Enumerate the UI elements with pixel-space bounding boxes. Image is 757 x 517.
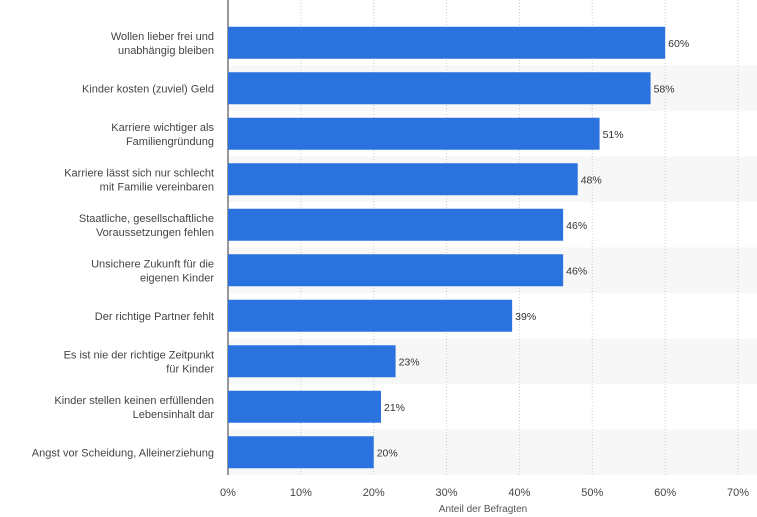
x-tick-label: 0%: [220, 487, 236, 499]
category-label: Staatliche, gesellschaftliche: [79, 213, 214, 225]
bar[interactable]: [228, 117, 600, 150]
bar[interactable]: [228, 254, 564, 287]
category-label: Kinder stellen keinen erfüllenden: [54, 395, 214, 407]
category-label: Karriere lässt sich nur schlecht: [64, 167, 214, 179]
bar[interactable]: [228, 299, 513, 332]
data-label: 46%: [566, 220, 587, 232]
x-axis-title: Anteil der Befragten: [439, 504, 527, 515]
x-tick-label: 50%: [581, 487, 603, 499]
category-label: mit Familie vereinbaren: [100, 181, 214, 193]
category-label: unabhängig bleiben: [118, 45, 214, 57]
category-label: Es ist nie der richtige Zeitpunkt: [64, 349, 214, 361]
bar[interactable]: [228, 390, 381, 423]
data-label: 48%: [581, 174, 602, 186]
x-tick-label: 20%: [363, 487, 385, 499]
category-label: Wollen lieber frei und: [111, 31, 214, 43]
data-label: 60%: [668, 38, 689, 50]
category-label: Karriere wichtiger als: [111, 122, 214, 134]
category-label: Unsichere Zukunft für die: [91, 258, 214, 270]
x-tick-label: 30%: [436, 487, 458, 499]
data-label: 46%: [566, 265, 587, 277]
category-labels: Wollen lieber frei und unabhängig bleiben…: [32, 31, 215, 460]
x-tick-label: 60%: [654, 487, 676, 499]
category-label: Angst vor Scheidung, Alleinerziehung: [32, 447, 214, 459]
category-label: Familiengründung: [126, 136, 214, 148]
category-label: Voraussetzungen fehlen: [96, 227, 214, 239]
bar[interactable]: [228, 208, 564, 241]
data-label: 51%: [603, 129, 624, 141]
bars: [228, 26, 666, 469]
bar[interactable]: [228, 72, 651, 105]
category-label: für Kinder: [166, 363, 214, 375]
category-label: Lebensinhalt dar: [133, 409, 215, 421]
x-tick-label: 40%: [508, 487, 530, 499]
x-tick-label: 70%: [727, 487, 749, 499]
x-axis-ticks: 0% 10% 20% 30% 40% 50% 60% 70%: [220, 487, 749, 499]
data-label: 21%: [384, 402, 405, 414]
bar[interactable]: [228, 436, 374, 469]
data-label: 23%: [399, 356, 420, 368]
data-labels: 60% 58% 51% 48% 46% 46% 39% 23% 21% 20%: [377, 38, 689, 460]
data-label: 20%: [377, 447, 398, 459]
x-tick-label: 10%: [290, 487, 312, 499]
bar[interactable]: [228, 163, 578, 196]
bar[interactable]: [228, 26, 666, 59]
category-label: Der richtige Partner fehlt: [95, 311, 214, 323]
category-label: Kinder kosten (zuviel) Geld: [82, 83, 214, 95]
data-label: 58%: [654, 83, 675, 95]
data-label: 39%: [515, 311, 536, 323]
category-label: eigenen Kinder: [140, 272, 214, 284]
bar[interactable]: [228, 345, 396, 378]
